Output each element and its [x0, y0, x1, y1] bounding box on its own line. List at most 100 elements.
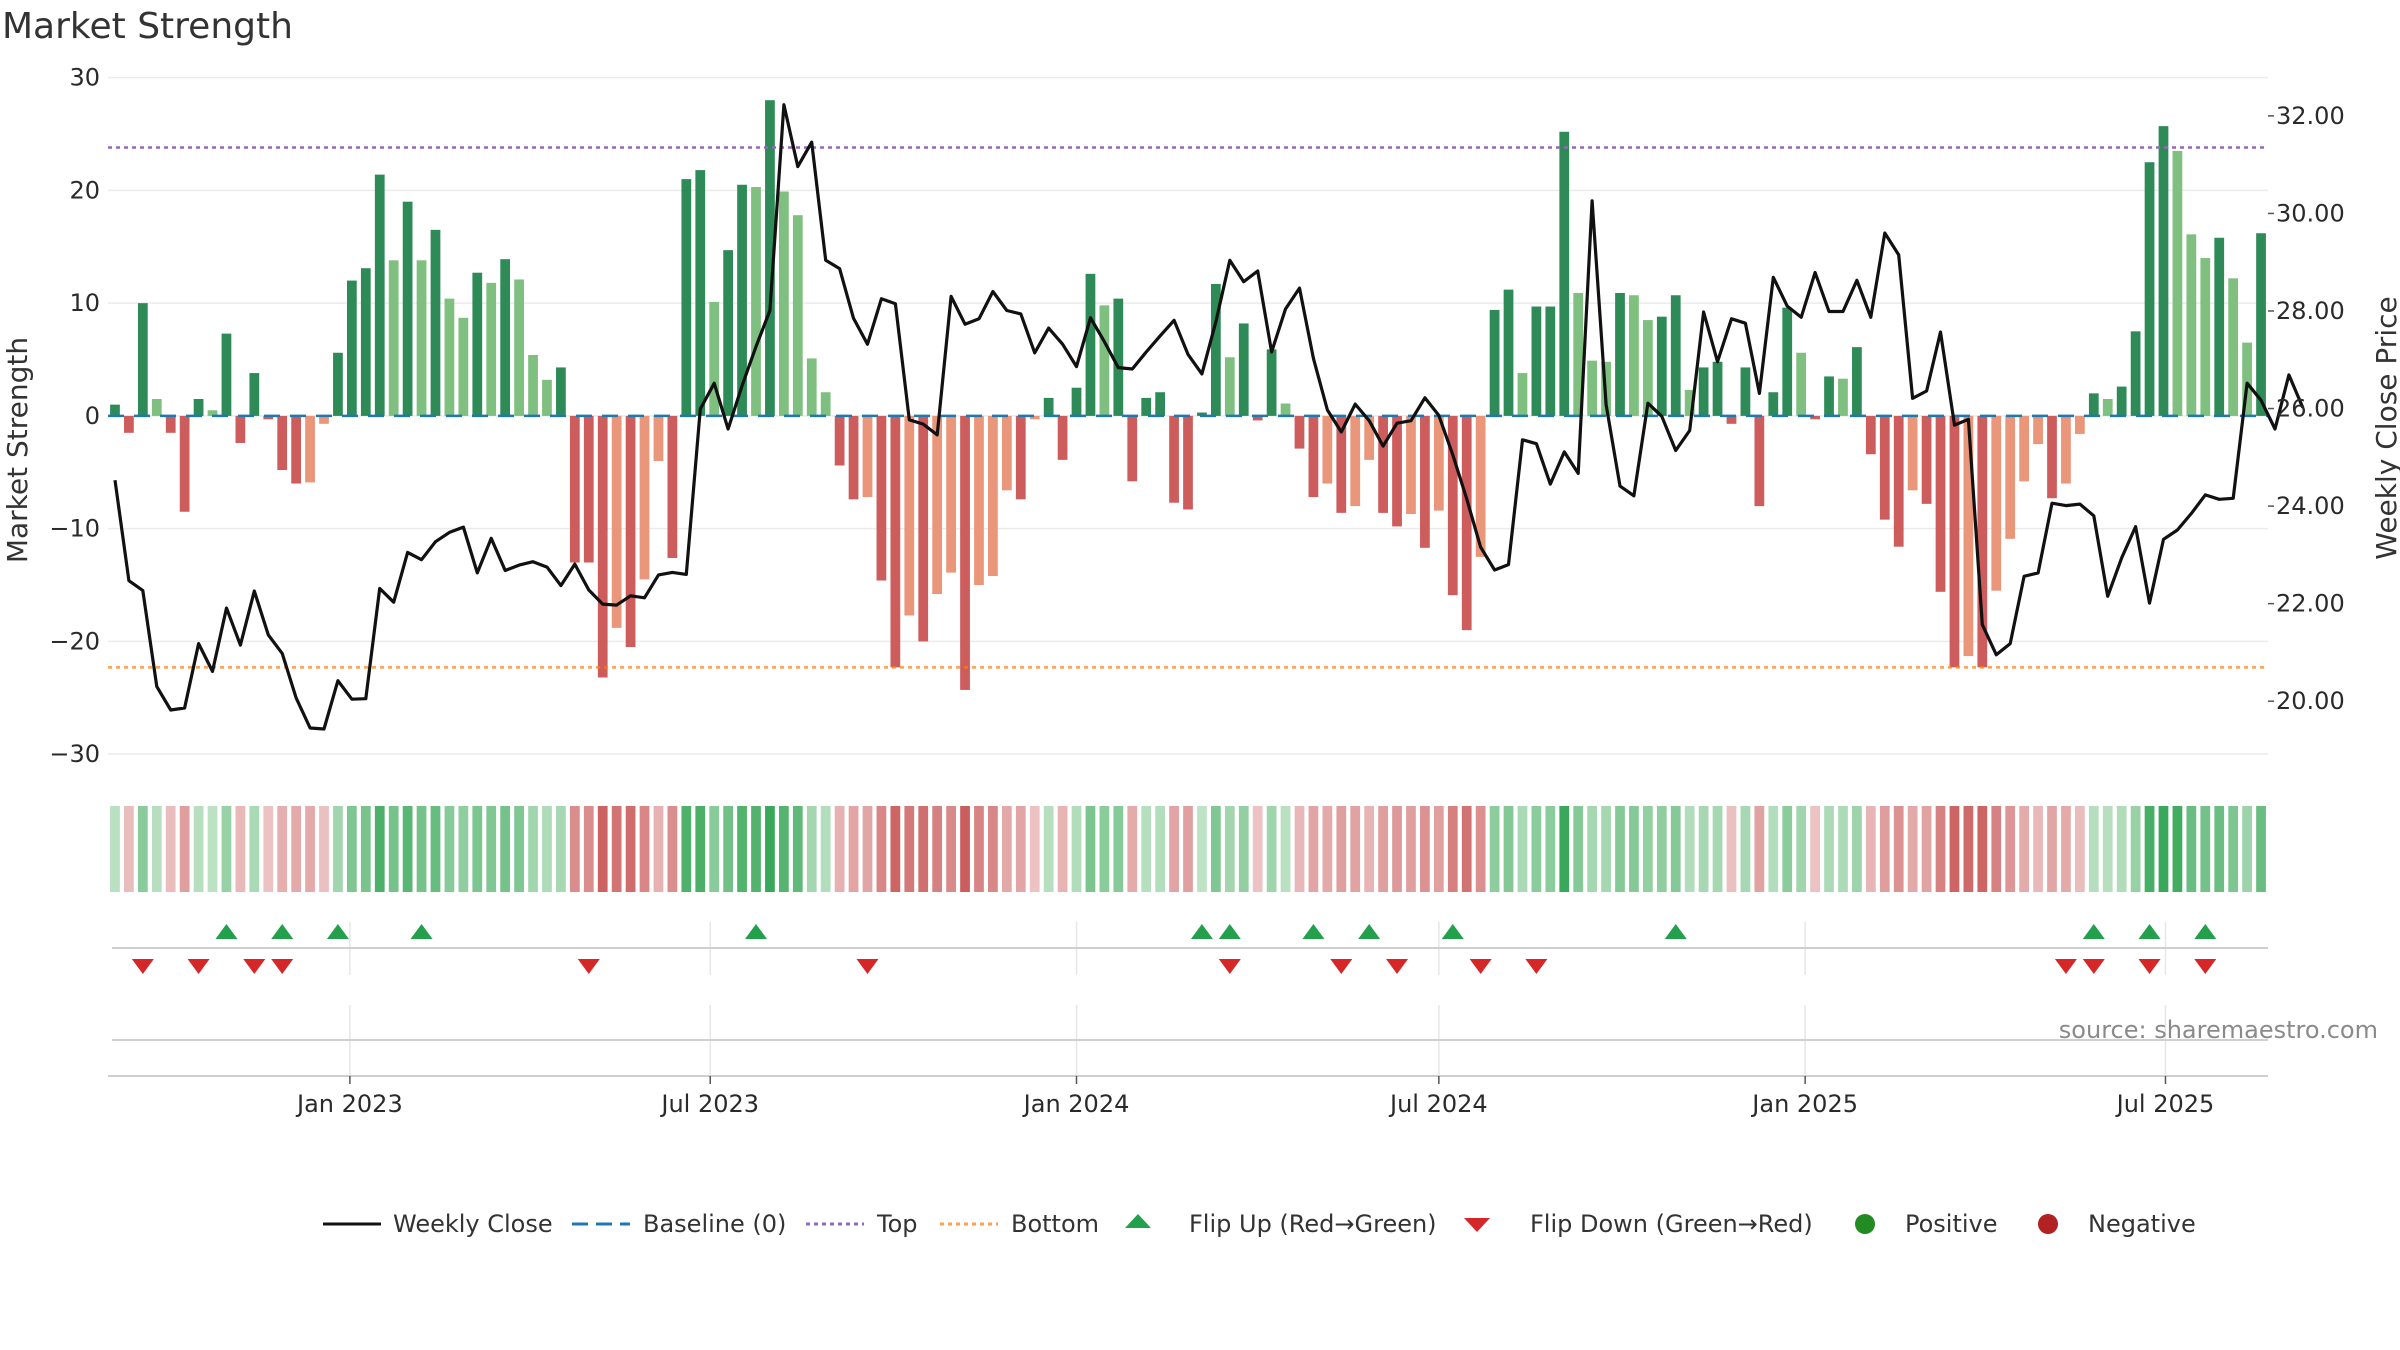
strength-bar-121: [1796, 352, 1807, 416]
x-tick-label-2: Jan 2024: [1022, 1090, 1130, 1118]
strength-bar-42: [695, 170, 706, 416]
strength-bar-98: [1475, 415, 1486, 557]
strength-bar-69: [1071, 387, 1082, 416]
strength-bar-3: [151, 398, 162, 416]
strength-heatmap-strip: [110, 806, 2266, 892]
heat-cell-64: [1001, 806, 1012, 892]
strength-bar-24: [444, 298, 455, 416]
heat-cell-101: [1517, 806, 1528, 892]
heat-cell-5: [179, 806, 190, 892]
legend-flip-up: Flip Up (Red→Green): [1189, 1210, 1437, 1238]
heat-cell-67: [1043, 806, 1054, 892]
y-tick-label-6: −30: [49, 740, 100, 768]
heat-cell-48: [778, 806, 789, 892]
flip-up-marker-5: [1190, 924, 1213, 939]
strength-bar-124: [1838, 378, 1848, 416]
flip-down-marker-7: [1330, 959, 1353, 974]
flip-up-marker-1: [271, 924, 294, 939]
y2-tick-label-3: 26.00: [2276, 395, 2345, 423]
strength-bar-109: [1629, 295, 1639, 416]
strength-bar-18: [360, 268, 371, 416]
heat-cell-114: [1698, 806, 1709, 892]
strength-bar-139: [2047, 415, 2057, 499]
legend-flip-down: Flip Down (Green→Red): [1530, 1210, 1813, 1238]
strength-bar-108: [1615, 293, 1625, 416]
heat-cell-126: [1865, 806, 1876, 892]
strength-bar-39: [653, 415, 664, 462]
heat-cell-4: [165, 806, 176, 892]
heat-cell-100: [1503, 806, 1514, 892]
strength-bar-131: [1935, 415, 1946, 592]
strength-bar-84: [1280, 403, 1291, 416]
strength-bar-41: [681, 179, 692, 416]
strength-bar-113: [1684, 389, 1695, 416]
heat-cell-120: [1782, 806, 1793, 892]
flip-up-marker-3: [410, 924, 433, 939]
strength-bar-99: [1489, 309, 1500, 416]
strength-bar-133: [1963, 415, 1974, 657]
x-tick-label-0: Jan 2023: [295, 1090, 403, 1118]
heat-cell-146: [2144, 806, 2155, 892]
heat-cell-51: [820, 806, 831, 892]
strength-bar-148: [2172, 150, 2183, 416]
flip-down-marker-12: [2082, 959, 2105, 974]
heat-cell-153: [2242, 806, 2252, 892]
strength-bar-6: [193, 398, 204, 416]
strength-bar-44: [723, 250, 734, 416]
heat-cell-21: [402, 806, 413, 892]
strength-bar-81: [1238, 323, 1249, 416]
heat-cell-69: [1071, 806, 1082, 892]
heat-cell-22: [416, 806, 427, 892]
y-tick-label-0: 30: [69, 64, 100, 92]
heat-cell-147: [2158, 806, 2169, 892]
strength-bar-30: [528, 355, 538, 416]
heat-cell-92: [1392, 806, 1402, 892]
strength-bar-146: [2144, 162, 2155, 416]
strength-bar-11: [263, 415, 274, 420]
strength-bar-74: [1141, 397, 1152, 416]
heat-cell-0: [110, 806, 120, 892]
legend-weekly-close: Weekly Close: [393, 1210, 553, 1238]
strength-bar-112: [1670, 295, 1681, 416]
heat-cell-7: [207, 806, 218, 892]
heat-cell-104: [1559, 806, 1570, 892]
flip-down-marker-8: [1386, 959, 1409, 974]
strength-bar-129: [1907, 415, 1918, 491]
flip-down-marker-0: [131, 959, 154, 974]
strength-bar-142: [2088, 393, 2099, 416]
strength-bar-97: [1461, 415, 1472, 631]
y2-tick-label-6: 20.00: [2276, 687, 2345, 715]
strength-bar-47: [765, 100, 775, 416]
flip-up-marker-6: [1218, 924, 1241, 939]
y-tick-label-2: 10: [69, 289, 100, 317]
strength-bar-33: [569, 415, 580, 563]
strength-bar-137: [2019, 415, 2030, 482]
heat-cell-2: [137, 806, 148, 892]
heat-cell-131: [1935, 806, 1946, 892]
strength-bar-104: [1559, 131, 1570, 416]
heat-cell-105: [1573, 806, 1584, 892]
heat-cell-140: [2061, 806, 2071, 892]
strength-bar-61: [960, 415, 970, 690]
strength-bar-40: [667, 415, 678, 558]
flip-up-marker-7: [1302, 924, 1325, 939]
strength-bar-130: [1921, 415, 1932, 504]
strength-bar-53: [848, 415, 859, 500]
flip-up-marker-10: [1664, 924, 1687, 939]
heat-cell-83: [1266, 806, 1277, 892]
strength-bar-43: [709, 302, 720, 416]
heat-cell-127: [1879, 806, 1890, 892]
y2-tick-label-4: 24.00: [2276, 492, 2345, 520]
heat-cell-116: [1726, 806, 1737, 892]
strength-bar-128: [1893, 415, 1904, 547]
flip-up-marker-0: [215, 924, 238, 939]
strength-bar-154: [2256, 233, 2266, 416]
strength-bar-26: [472, 272, 483, 416]
heat-cell-89: [1350, 806, 1361, 892]
strength-bar-93: [1406, 415, 1416, 515]
strength-bar-95: [1433, 415, 1444, 511]
heat-cell-102: [1531, 806, 1542, 892]
heat-cell-121: [1796, 806, 1807, 892]
strength-bar-22: [416, 260, 427, 416]
